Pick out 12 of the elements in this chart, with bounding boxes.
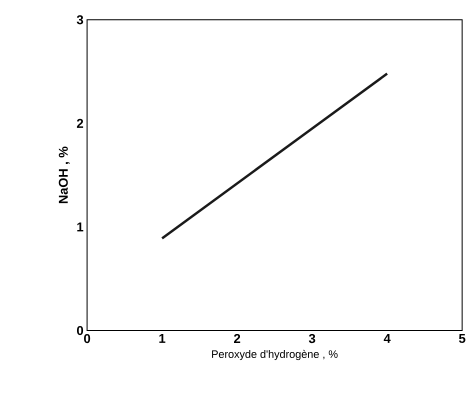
x-tick-label: 1 bbox=[159, 334, 166, 343]
x-tick-label: 0 bbox=[84, 334, 90, 344]
y-tick-label: 3 bbox=[76, 15, 84, 24]
x-tick-label: 5 bbox=[458, 334, 466, 344]
y-tick-label: 2 bbox=[76, 119, 84, 128]
x-tick-label: 4 bbox=[384, 334, 391, 343]
y-tick-label: 1 bbox=[77, 222, 84, 232]
x-tick-label: 3 bbox=[308, 334, 316, 344]
y-axis-title: NaOH , % bbox=[58, 146, 70, 204]
y-tick-label: 0 bbox=[76, 326, 84, 336]
x-tick-label: 2 bbox=[234, 334, 240, 344]
x-axis-title: Peroxyde d'hydrogène , % bbox=[212, 350, 338, 360]
